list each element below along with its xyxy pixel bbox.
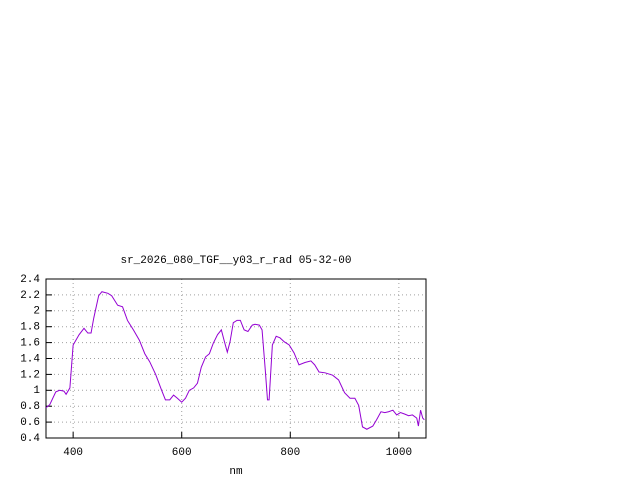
y-tick-label: 1 [33,385,40,397]
x-tick-label: 600 [172,447,192,459]
y-tick-label: 2 [33,306,40,318]
y-tick-label: 1.6 [20,338,40,350]
plot-frame [45,278,427,439]
y-tick-label: 1.2 [20,369,40,381]
chart-title: sr_2026_080_TGF__y03_r_rad 05-32-00 [120,255,351,267]
x-tick-label: 1000 [386,447,412,459]
data-line [45,291,425,430]
x-axis-label: nm [229,466,243,478]
y-tick-label: 0.6 [20,417,40,429]
y-tick-label: 2.2 [20,290,40,302]
x-tick-label: 400 [63,447,83,459]
y-tick-label: 1.4 [20,353,40,365]
x-tick-label: 800 [280,447,300,459]
y-tick-label: 0.8 [20,401,40,413]
y-tick-label: 2.4 [20,274,40,286]
y-tick-label: 1.8 [20,322,40,334]
y-tick-label: 0.4 [20,433,40,445]
